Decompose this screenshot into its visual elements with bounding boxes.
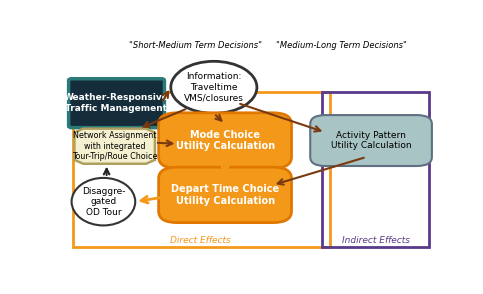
Polygon shape	[74, 129, 155, 164]
FancyBboxPatch shape	[158, 113, 292, 168]
Ellipse shape	[171, 61, 257, 113]
Text: "Medium-Long Term Decisions": "Medium-Long Term Decisions"	[276, 41, 407, 50]
Text: Information:
Traveltime
VMS/closures: Information: Traveltime VMS/closures	[184, 72, 244, 102]
Text: "Short-Medium Term Decisions": "Short-Medium Term Decisions"	[128, 41, 262, 50]
FancyBboxPatch shape	[69, 79, 164, 128]
Text: Network Assignment
with integrated
Tour-Trip/Roue Choice: Network Assignment with integrated Tour-…	[72, 131, 157, 161]
Text: Depart Time Choice
Utility Calculation: Depart Time Choice Utility Calculation	[171, 184, 279, 206]
Bar	[323, 92, 429, 247]
Text: Mode Choice
Utility Calculation: Mode Choice Utility Calculation	[175, 130, 275, 151]
FancyBboxPatch shape	[310, 115, 432, 166]
Text: Weather-Responsive
Traffic Management: Weather-Responsive Traffic Management	[64, 93, 169, 113]
Text: Disaggre-
gated
OD Tour: Disaggre- gated OD Tour	[82, 187, 125, 217]
Bar	[73, 92, 330, 247]
Text: Direct Effects: Direct Effects	[170, 236, 231, 245]
Ellipse shape	[71, 178, 135, 225]
FancyBboxPatch shape	[158, 167, 292, 223]
Text: Activity Pattern
Utility Calculation: Activity Pattern Utility Calculation	[331, 131, 412, 150]
Text: Indirect Effects: Indirect Effects	[341, 236, 410, 245]
